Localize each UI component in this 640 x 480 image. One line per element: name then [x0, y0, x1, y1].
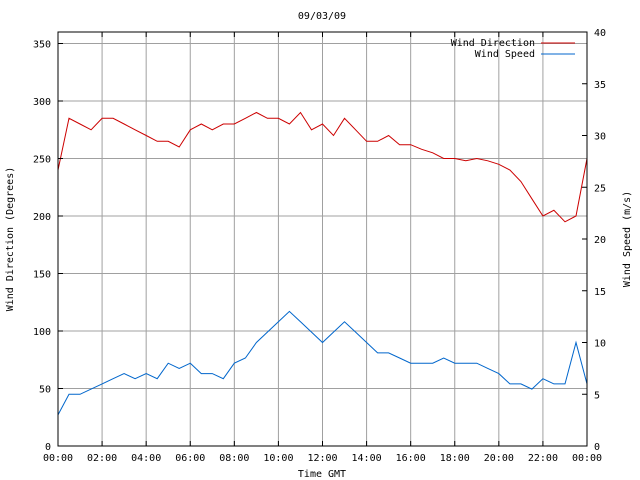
y-tick-label-right: 35: [594, 80, 606, 91]
y-axis-left: 0 50 100 150 200 250 300 350: [33, 40, 63, 453]
x-tick-label: 12:00: [307, 453, 337, 464]
y-tick-label-left: 100: [33, 327, 51, 338]
legend-label-wind-speed: Wind Speed: [475, 49, 535, 60]
y-tick-label-right: 10: [594, 339, 606, 350]
legend-label-wind-direction: Wind Direction: [451, 38, 535, 49]
y-tick-label-left: 150: [33, 270, 51, 281]
y-tick-label-left: 300: [33, 97, 51, 108]
grid-lines: [58, 32, 587, 446]
y-tick-label-left: 50: [39, 385, 51, 396]
y-tick-label-right: 30: [594, 132, 606, 143]
y-tick-label-right: 15: [594, 287, 606, 298]
y-tick-label-left: 0: [45, 442, 51, 453]
x-tick-label: 16:00: [396, 453, 426, 464]
y-tick-label-right: 5: [594, 390, 600, 401]
y-tick-label-right: 0: [594, 442, 600, 453]
x-tick-label: 20:00: [484, 453, 514, 464]
x-tick-label: 04:00: [131, 453, 161, 464]
x-tick-label: 08:00: [219, 453, 249, 464]
x-tick-label: 10:00: [263, 453, 293, 464]
x-tick-label: 00:00: [572, 453, 602, 464]
x-tick-label: 06:00: [175, 453, 205, 464]
y-tick-label-right: 25: [594, 183, 606, 194]
x-tick-label: 14:00: [352, 453, 382, 464]
x-axis-label: Time GMT: [298, 469, 346, 480]
y-tick-label-right: 20: [594, 235, 606, 246]
series-line-wind-direction: [57, 111, 588, 223]
y-axis-label-left: Wind Direction (Degrees): [5, 167, 16, 312]
x-tick-label: 00:00: [43, 453, 73, 464]
chart-title: 09/03/09: [298, 11, 346, 22]
y-axis-label-right: Wind Speed (m/s): [622, 191, 633, 287]
y-axis-right: 0 5 10 15 20 25 30 35 40: [582, 28, 606, 453]
x-axis: 00:00 02:00 04:00 06:00 08:00 10:00 12:00 14:00…: [43, 32, 602, 464]
y-tick-label-left: 250: [33, 155, 51, 166]
x-tick-label: 22:00: [528, 453, 558, 464]
series-layer: [57, 111, 588, 416]
series-line-wind-speed: [57, 310, 588, 416]
y-tick-label-left: 200: [33, 212, 51, 223]
x-tick-label: 02:00: [87, 453, 117, 464]
y-tick-label-left: 350: [33, 40, 51, 51]
y-tick-label-right: 40: [594, 28, 606, 39]
x-tick-label: 18:00: [440, 453, 470, 464]
